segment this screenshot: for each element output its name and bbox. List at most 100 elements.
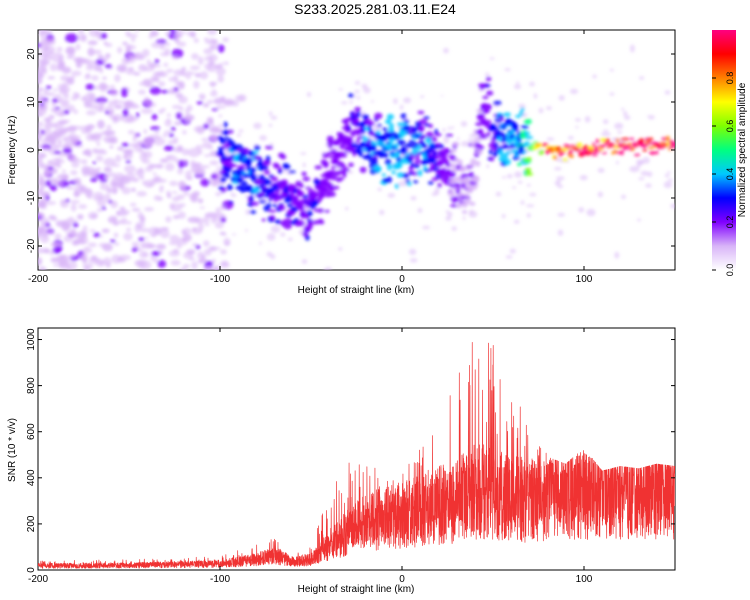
ridge-cell	[221, 154, 227, 162]
noise-cell	[161, 107, 166, 112]
noise-cell	[87, 242, 97, 248]
ridge-cell	[497, 114, 505, 118]
noise-cell	[420, 95, 425, 98]
noise-cell	[642, 157, 650, 164]
y-tick-label: 20	[26, 48, 37, 60]
ridge-cell	[665, 135, 670, 142]
ridge-cell	[393, 143, 399, 149]
noise-cell	[99, 100, 106, 106]
noise-cell	[664, 90, 671, 95]
noise-cell	[207, 65, 216, 73]
noise-cell	[107, 109, 114, 116]
ridge-cell	[513, 154, 521, 157]
ridge-cell	[400, 113, 407, 120]
heatmap-marks	[38, 30, 675, 270]
ridge-cell	[263, 165, 269, 171]
ridge-cell	[249, 167, 257, 174]
noise-cell	[170, 126, 176, 131]
noise-cell	[95, 155, 104, 162]
ridge-cell	[493, 100, 502, 106]
noise-cell	[38, 152, 47, 159]
noise-cell	[220, 205, 226, 211]
noise-cell	[268, 123, 273, 127]
ridge-cell	[383, 153, 389, 158]
noise-cell	[349, 99, 353, 105]
ridge-cell	[330, 165, 337, 170]
noise-cell	[74, 184, 87, 195]
noise-cell	[91, 75, 99, 81]
ridge-cell	[256, 186, 261, 189]
colorbar-tick-label: 0.4	[725, 168, 735, 181]
ridge-cell	[458, 165, 466, 173]
noise-cell	[82, 225, 88, 231]
noise-cell	[146, 83, 155, 88]
noise-cell	[209, 45, 216, 50]
ridge-cell	[520, 125, 529, 129]
ridge-cell	[522, 150, 527, 154]
ridge-cell	[615, 138, 620, 144]
ridge-cell	[367, 125, 372, 130]
noise-cell	[123, 154, 127, 160]
noise-cell	[217, 44, 225, 53]
noise-cell	[201, 141, 213, 149]
noise-cell	[636, 164, 642, 168]
ridge-cell	[494, 142, 499, 149]
ridge-cell	[272, 203, 277, 208]
noise-cell	[197, 171, 203, 176]
noise-cell	[174, 121, 182, 126]
ridge-cell	[368, 122, 376, 126]
noise-cell	[220, 62, 224, 65]
noise-cell	[199, 71, 209, 80]
ridge-cell	[473, 153, 480, 158]
noise-cell	[269, 142, 274, 146]
ridge-cell	[228, 129, 234, 134]
noise-cell	[138, 89, 146, 95]
noise-cell	[99, 183, 110, 191]
noise-cell	[77, 214, 84, 220]
ridge-cell	[413, 163, 420, 169]
ridge-cell	[469, 201, 476, 206]
noise-cell	[38, 176, 45, 186]
noise-cell	[164, 119, 172, 127]
noise-cell	[101, 57, 109, 62]
ridge-cell	[308, 212, 313, 216]
noise-cell	[579, 175, 588, 181]
noise-cell	[169, 180, 178, 187]
noise-cell	[117, 146, 124, 151]
noise-cell	[88, 257, 101, 264]
noise-cell	[630, 44, 635, 53]
noise-cell	[161, 89, 169, 94]
noise-cell	[49, 250, 55, 256]
noise-cell	[99, 68, 104, 74]
noise-cell	[38, 121, 44, 127]
ridge-cell	[220, 177, 227, 183]
ridge-cell	[263, 170, 271, 175]
noise-cell	[159, 52, 170, 57]
ridge-cell	[258, 157, 263, 163]
noise-cell	[65, 232, 71, 235]
noise-cell	[215, 207, 221, 216]
ridge-cell	[647, 137, 654, 141]
y-tick-label: -20	[26, 238, 37, 253]
noise-cell	[105, 110, 110, 115]
ridge-cell	[489, 156, 495, 162]
ridge-cell	[419, 140, 425, 145]
ridge-cell	[465, 177, 470, 185]
ridge-cell	[386, 164, 392, 171]
noise-cell	[104, 193, 111, 203]
noise-cell	[201, 137, 209, 142]
noise-cell	[220, 262, 230, 269]
noise-cell	[135, 112, 140, 118]
colorbar-axis: 0.0 0.2 0.4 0.6 0.8	[712, 72, 735, 276]
noise-cell	[94, 104, 104, 112]
noise-cell	[51, 52, 64, 63]
noise-cell	[177, 168, 184, 175]
noise-cell	[379, 209, 385, 216]
ridge-cell	[540, 149, 544, 155]
noise-cell	[193, 80, 200, 89]
noise-cell	[403, 97, 412, 104]
noise-cell	[103, 166, 112, 173]
y-tick-label: 200	[26, 515, 37, 532]
noise-cell	[266, 233, 276, 241]
